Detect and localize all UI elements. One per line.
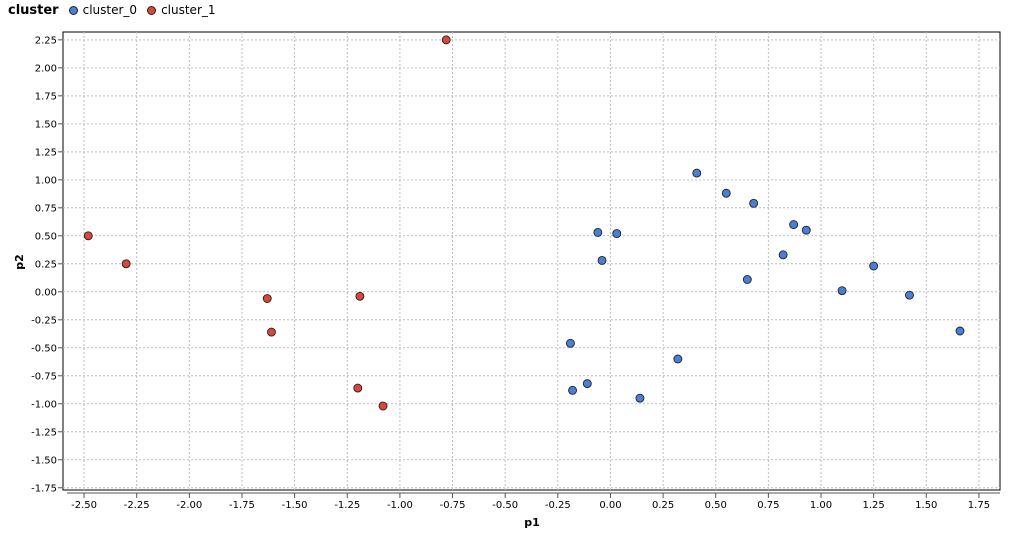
legend-item-label: cluster_0 bbox=[82, 3, 138, 17]
point-cluster-0[interactable] bbox=[568, 385, 578, 395]
point-cluster-0[interactable] bbox=[778, 250, 788, 260]
cluster-1-marker-icon bbox=[147, 5, 157, 15]
point-cluster-0[interactable] bbox=[692, 168, 702, 178]
x-axis-title: p1 bbox=[524, 516, 540, 529]
point-cluster-0[interactable] bbox=[721, 188, 731, 198]
y-tick-label: -1.75 bbox=[31, 483, 57, 494]
legend-title: cluster bbox=[8, 2, 59, 18]
point-cluster-0[interactable] bbox=[593, 227, 603, 237]
y-tick-label: 0.25 bbox=[35, 259, 57, 270]
y-tick-label: 0.50 bbox=[35, 231, 57, 242]
x-tick-label: -2.25 bbox=[124, 500, 150, 511]
axes bbox=[58, 39, 1000, 498]
y-tick-label: 1.50 bbox=[35, 119, 57, 130]
y-tick-label: 1.25 bbox=[35, 147, 57, 158]
x-tick-label: -1.00 bbox=[387, 500, 413, 511]
point-cluster-0[interactable] bbox=[742, 275, 752, 284]
y-tick-label: 0.75 bbox=[35, 203, 57, 214]
legend: cluster cluster_0 cluster_1 bbox=[8, 1, 226, 19]
point-cluster-1[interactable] bbox=[355, 291, 365, 301]
x-tick-label: 1.50 bbox=[915, 500, 937, 511]
point-cluster-0[interactable] bbox=[597, 255, 607, 265]
x-tick-label: -0.75 bbox=[440, 500, 466, 511]
x-tick-label: 1.25 bbox=[863, 500, 885, 511]
grid bbox=[63, 32, 1000, 490]
point-cluster-0[interactable] bbox=[905, 290, 914, 300]
point-cluster-0[interactable] bbox=[955, 326, 965, 336]
y-tick-label: 1.75 bbox=[35, 91, 57, 102]
point-cluster-0[interactable] bbox=[801, 225, 811, 235]
y-tick-label: -1.25 bbox=[31, 427, 57, 438]
y-tick-label: 0.00 bbox=[35, 287, 57, 298]
x-tick-label: -0.25 bbox=[545, 500, 571, 511]
point-cluster-1[interactable] bbox=[83, 231, 93, 241]
y-tick-label: -1.50 bbox=[31, 455, 57, 466]
data-points[interactable] bbox=[83, 35, 965, 411]
cluster-0-marker-icon bbox=[68, 5, 78, 15]
point-cluster-0[interactable] bbox=[673, 354, 683, 364]
point-cluster-0[interactable] bbox=[612, 229, 622, 239]
plot-area[interactable] bbox=[62, 31, 1001, 491]
tick-labels: -2.50 -2.25 -2.00 -1.75 -1.50 -1.25 -1.00 -0.75… bbox=[31, 35, 990, 511]
x-tick-label: 0.25 bbox=[652, 500, 674, 511]
x-tick-label: 1.75 bbox=[968, 500, 990, 511]
point-cluster-0[interactable] bbox=[566, 338, 575, 348]
point-cluster-1[interactable] bbox=[353, 383, 363, 393]
point-cluster-0[interactable] bbox=[837, 286, 847, 296]
y-tick-label: -0.25 bbox=[31, 315, 57, 326]
point-cluster-1[interactable] bbox=[378, 401, 388, 411]
x-tick-label: -1.75 bbox=[229, 500, 255, 511]
y-tick-label: -0.75 bbox=[31, 371, 57, 382]
x-tick-label: 0.00 bbox=[599, 500, 621, 511]
y-tick-label: 1.00 bbox=[35, 175, 57, 186]
x-tick-label: -2.00 bbox=[176, 500, 202, 511]
legend-item-cluster-1[interactable]: cluster_1 bbox=[147, 3, 216, 17]
x-tick-label: -1.50 bbox=[282, 500, 308, 511]
x-tick-label: 0.75 bbox=[757, 500, 779, 511]
point-cluster-1[interactable] bbox=[441, 35, 451, 45]
point-cluster-0[interactable] bbox=[582, 379, 592, 389]
point-cluster-0[interactable] bbox=[635, 393, 645, 403]
x-tick-label: -2.50 bbox=[71, 500, 97, 511]
legend-item-label: cluster_1 bbox=[161, 3, 216, 17]
x-tick-label: -0.50 bbox=[492, 500, 518, 511]
point-cluster-0[interactable] bbox=[869, 261, 879, 271]
x-tick-label: -1.25 bbox=[334, 500, 360, 511]
x-tick-label: 1.00 bbox=[810, 500, 832, 511]
y-tick-label: 2.00 bbox=[35, 63, 57, 74]
point-cluster-0[interactable] bbox=[749, 198, 759, 208]
point-cluster-1[interactable] bbox=[262, 294, 272, 303]
point-cluster-0[interactable] bbox=[789, 220, 799, 230]
legend-item-cluster-0[interactable]: cluster_0 bbox=[68, 3, 138, 17]
point-cluster-1[interactable] bbox=[121, 259, 131, 269]
y-tick-label: -0.50 bbox=[31, 343, 57, 354]
y-axis-title: p2 bbox=[13, 254, 26, 270]
y-tick-label: -1.00 bbox=[31, 399, 57, 410]
x-tick-label: 0.50 bbox=[705, 500, 727, 511]
point-cluster-1[interactable] bbox=[267, 327, 276, 337]
y-tick-label: 2.25 bbox=[35, 35, 57, 46]
